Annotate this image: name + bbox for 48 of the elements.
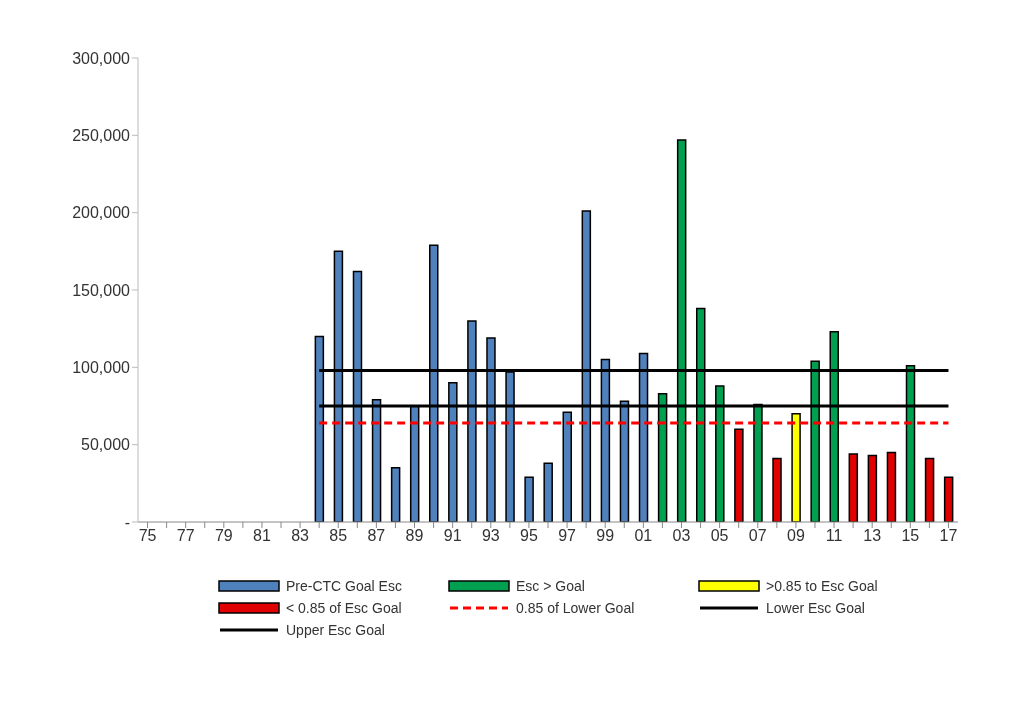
y-tick-label: 200,000	[72, 204, 131, 222]
y-tick-label: 250,000	[72, 127, 131, 145]
x-tick-label: 99	[596, 527, 615, 545]
bar	[791, 412, 801, 522]
x-tick-label: 07	[748, 527, 767, 545]
bar	[524, 476, 534, 522]
x-tick-label: 77	[176, 527, 195, 545]
x-tick-label: 17	[939, 527, 958, 545]
legend-label: >0.85 to Esc Goal	[766, 578, 878, 594]
bar	[886, 451, 897, 522]
bar	[772, 457, 782, 522]
legend-label: Upper Esc Goal	[286, 622, 385, 638]
bar	[867, 454, 878, 522]
bar	[390, 467, 401, 522]
y-tick-label: 300,000	[72, 49, 131, 67]
x-tick-label: 79	[214, 527, 233, 545]
legend-label: Esc > Goal	[516, 578, 585, 594]
x-tick-label: 05	[710, 527, 729, 545]
legend-label: < 0.85 of Esc Goal	[286, 600, 402, 616]
bar	[562, 411, 573, 522]
bar	[543, 462, 553, 522]
x-tick-label: 87	[367, 527, 386, 545]
x-tick-label: 95	[520, 527, 538, 545]
y-tick-label: 100,000	[72, 359, 131, 377]
bar	[734, 428, 744, 522]
y-tick-label: 50,000	[81, 436, 131, 454]
x-tick-label: 03	[672, 527, 691, 545]
bar	[924, 457, 935, 522]
x-tick-label: 83	[291, 527, 310, 545]
x-tick-label: 85	[329, 527, 348, 545]
bar	[943, 476, 954, 522]
legend-label: 0.85 of Lower Goal	[516, 600, 635, 616]
x-tick-label: 01	[634, 527, 653, 545]
x-tick-label: 97	[558, 527, 577, 545]
y-tick-label: 150,000	[72, 281, 131, 299]
x-tick-label: 13	[863, 527, 882, 545]
x-tick-label: 81	[253, 527, 271, 545]
x-tick-label: 09	[787, 527, 805, 545]
x-tick-label: 93	[481, 527, 500, 545]
legend-label: Lower Esc Goal	[766, 600, 865, 616]
legend-label: Pre-CTC Goal Esc	[286, 578, 402, 594]
x-tick-label: 89	[405, 527, 424, 545]
x-tick-label: 75	[138, 527, 157, 545]
x-tick-label: 15	[901, 527, 920, 545]
x-tick-label: 11	[825, 527, 843, 545]
bar	[848, 453, 859, 522]
x-tick-label: 91	[443, 527, 462, 545]
y-tick-label: -	[124, 513, 130, 531]
